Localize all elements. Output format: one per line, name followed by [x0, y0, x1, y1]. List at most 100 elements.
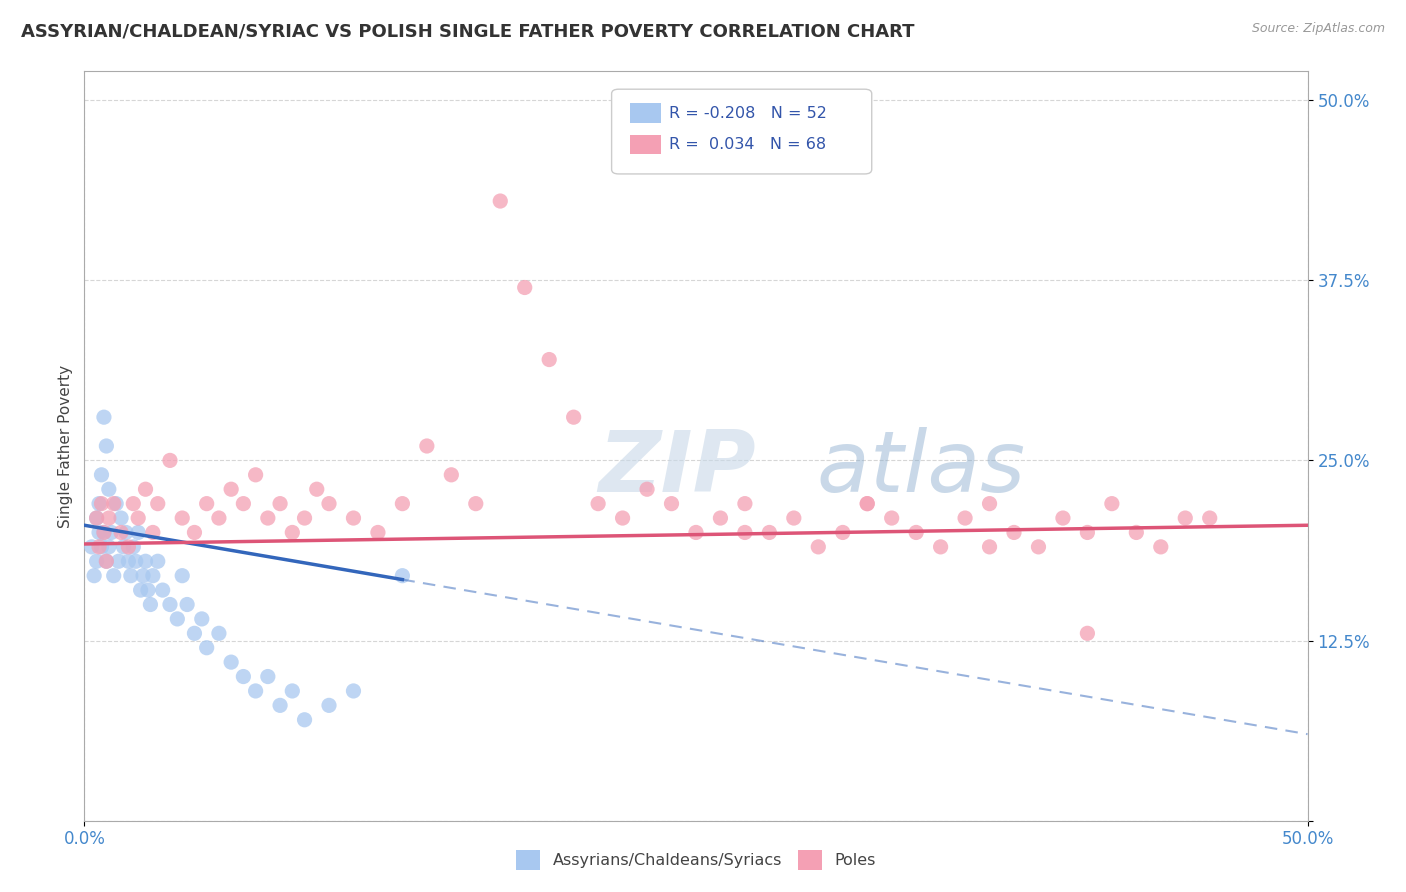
Point — [166, 612, 188, 626]
Point — [538, 352, 561, 367]
Point — [979, 497, 1001, 511]
Point — [172, 568, 194, 582]
Point — [120, 568, 142, 582]
Point — [464, 497, 486, 511]
Point — [97, 482, 120, 496]
Point — [93, 410, 115, 425]
Point — [96, 439, 118, 453]
Point — [90, 467, 112, 482]
Y-axis label: Single Father Poverty: Single Father Poverty — [58, 365, 73, 527]
Point — [136, 583, 159, 598]
Point — [117, 554, 139, 568]
Point — [342, 684, 364, 698]
Point — [232, 497, 254, 511]
Point — [1101, 497, 1123, 511]
Point — [245, 467, 267, 482]
Point — [219, 655, 242, 669]
Point — [1052, 511, 1074, 525]
Point — [1076, 525, 1098, 540]
Text: atlas: atlas — [598, 427, 1025, 510]
Point — [636, 482, 658, 496]
Point — [90, 540, 112, 554]
Point — [122, 497, 145, 511]
Text: R =  0.034   N = 68: R = 0.034 N = 68 — [669, 137, 827, 152]
Point — [146, 554, 169, 568]
Point — [1198, 511, 1220, 525]
Point — [142, 525, 165, 540]
Point — [318, 497, 340, 511]
Point — [96, 554, 118, 568]
Point — [245, 684, 267, 698]
Point — [125, 554, 148, 568]
Point — [135, 482, 157, 496]
Point — [195, 640, 218, 655]
Point — [391, 497, 413, 511]
Point — [269, 497, 291, 511]
Point — [1174, 511, 1197, 525]
Point — [127, 525, 149, 540]
Point — [367, 525, 389, 540]
Point — [112, 540, 135, 554]
Point — [586, 497, 609, 511]
Point — [661, 497, 683, 511]
Point — [97, 511, 120, 525]
Point — [100, 525, 122, 540]
Point — [294, 511, 316, 525]
Point — [1150, 540, 1173, 554]
Text: Source: ZipAtlas.com: Source: ZipAtlas.com — [1251, 22, 1385, 36]
Point — [122, 540, 145, 554]
Point — [135, 554, 157, 568]
Point — [129, 583, 152, 598]
Point — [103, 568, 125, 582]
Point — [115, 525, 138, 540]
Point — [152, 583, 174, 598]
Point — [612, 511, 634, 525]
Point — [342, 511, 364, 525]
Point — [110, 511, 132, 525]
Point — [176, 598, 198, 612]
Point — [562, 410, 585, 425]
Point — [257, 669, 280, 683]
Point — [305, 482, 328, 496]
Point — [1076, 626, 1098, 640]
Point — [117, 540, 139, 554]
Point — [159, 453, 181, 467]
Point — [734, 497, 756, 511]
Point — [489, 194, 512, 208]
Point — [831, 525, 853, 540]
Point — [208, 511, 231, 525]
Point — [87, 497, 110, 511]
Point — [191, 612, 214, 626]
Point — [905, 525, 928, 540]
Point — [146, 497, 169, 511]
Point — [807, 540, 830, 554]
Point — [127, 511, 149, 525]
Point — [208, 626, 231, 640]
Point — [416, 439, 439, 453]
Point — [257, 511, 280, 525]
Point — [159, 598, 181, 612]
Text: R = -0.208   N = 52: R = -0.208 N = 52 — [669, 106, 827, 120]
Point — [183, 525, 205, 540]
Point — [979, 540, 1001, 554]
Legend: Assyrians/Chaldeans/Syriacs, Poles: Assyrians/Chaldeans/Syriacs, Poles — [509, 844, 883, 876]
Point — [880, 511, 903, 525]
Point — [929, 540, 952, 554]
Point — [142, 568, 165, 582]
Point — [232, 669, 254, 683]
Point — [86, 511, 108, 525]
Point — [440, 467, 463, 482]
Point — [856, 497, 879, 511]
Point — [93, 525, 115, 540]
Point — [281, 525, 304, 540]
Point — [103, 497, 125, 511]
Point — [783, 511, 806, 525]
Point — [318, 698, 340, 713]
Point — [1002, 525, 1025, 540]
Point — [172, 511, 194, 525]
Point — [734, 525, 756, 540]
Point — [86, 554, 108, 568]
Point — [105, 497, 128, 511]
Point — [391, 568, 413, 582]
Point — [132, 568, 155, 582]
